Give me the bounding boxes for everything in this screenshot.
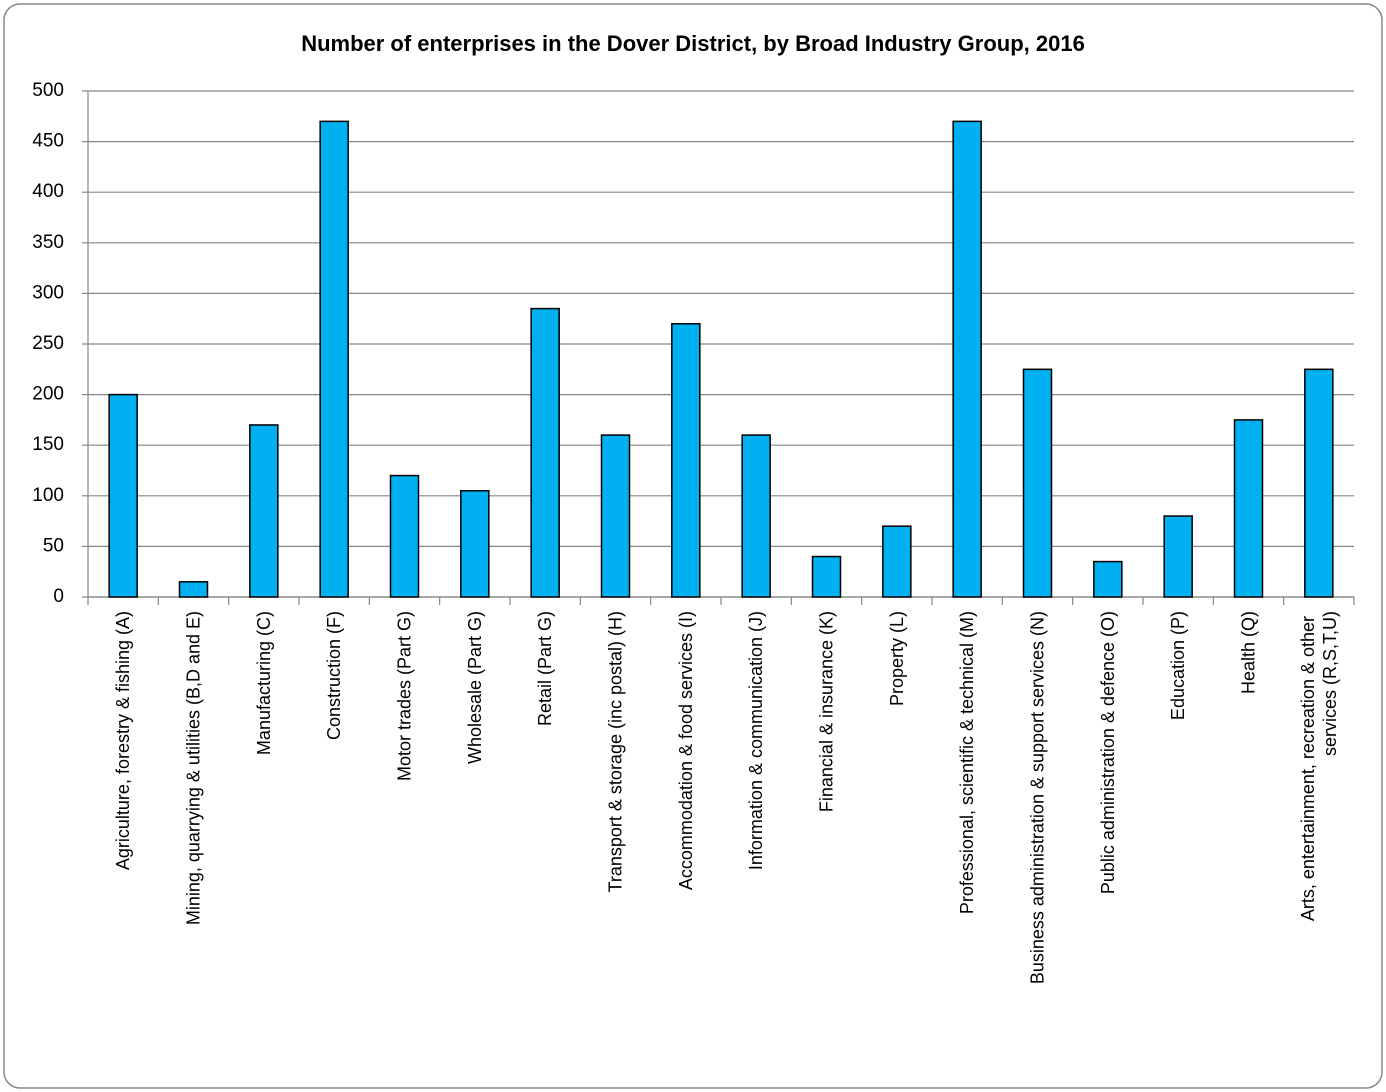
x-tick-label: Transport & storage (inc postal) (H) [606, 611, 626, 892]
x-tick-label: Agriculture, forestry & fishing (A) [113, 611, 133, 870]
bar [108, 393, 138, 598]
x-tick-label: Arts, entertainment, recreation & other … [1298, 611, 1340, 921]
y-tick-label: 500 [32, 80, 64, 101]
bar [249, 424, 279, 598]
x-tick-label: Business administration & support servic… [1028, 611, 1048, 984]
y-tick-label: 350 [32, 232, 64, 253]
x-tick-label: Financial & insurance (K) [817, 611, 837, 812]
x-tick-label-line: Property (L) [887, 611, 907, 706]
bar [1304, 368, 1334, 598]
y-tick-label: 450 [32, 131, 64, 152]
bar [882, 525, 912, 598]
y-tick-label: 50 [43, 535, 64, 556]
x-tick-label: Mining, quarrying & utilities (B,D and E… [184, 611, 204, 925]
x-tick-label-line: Health (Q) [1239, 611, 1259, 694]
x-tick-label-line: Financial & insurance (K) [817, 611, 837, 812]
bar [530, 307, 560, 598]
x-tick-label-line: Public administration & defence (O) [1098, 611, 1118, 894]
x-tick-label-line: Business administration & support servic… [1028, 611, 1048, 984]
x-tick-label: Information & communication (J) [746, 611, 766, 870]
y-tick-label: 100 [32, 485, 64, 506]
x-tick-label-line: Information & communication (J) [746, 611, 766, 870]
x-tick-label-line: Education (P) [1168, 611, 1188, 720]
x-tick-label: Professional, scientific & technical (M) [957, 611, 977, 914]
x-tick-label-line: Construction (F) [324, 611, 344, 740]
x-tick-label-line: Professional, scientific & technical (M) [957, 611, 977, 914]
bar [952, 120, 982, 598]
bar [1233, 419, 1264, 598]
chart-title: Number of enterprises in the Dover Distr… [301, 31, 1085, 56]
x-tick-label: Manufacturing (C) [254, 611, 274, 755]
y-tick-label: 400 [32, 181, 64, 202]
x-tick-label: Retail (Part G) [535, 611, 555, 726]
x-tick-label-line: Manufacturing (C) [254, 611, 274, 755]
bar [1022, 368, 1053, 598]
x-tick-label-line: Transport & storage (inc postal) (H) [606, 611, 626, 892]
y-tick-label: 300 [32, 282, 64, 303]
bar [600, 434, 631, 598]
y-tick-label: 200 [32, 384, 64, 405]
bar [1093, 560, 1123, 598]
x-tick-label-line: services (R,S,T,U) [1320, 611, 1340, 756]
x-tick-label-line: Mining, quarrying & utilities (B,D and E… [184, 611, 204, 925]
bar [741, 434, 771, 598]
y-tick-label: 0 [53, 586, 64, 607]
x-tick-label: Motor trades (Part G) [395, 611, 415, 781]
x-tick-label: Construction (F) [324, 611, 344, 740]
x-tick-label-line: Retail (Part G) [535, 611, 555, 726]
bar [671, 323, 701, 598]
y-tick-label: 250 [32, 333, 64, 354]
x-tick-label-line: Agriculture, forestry & fishing (A) [113, 611, 133, 870]
x-tick-label-line: Wholesale (Part G) [465, 611, 485, 764]
bar [389, 474, 420, 598]
x-tick-label-line: Arts, entertainment, recreation & other [1298, 611, 1318, 921]
x-tick-label-line: Motor trades (Part G) [395, 611, 415, 781]
bar [811, 555, 842, 598]
x-tick-label-line: Accommodation & food services (I) [676, 611, 696, 890]
bar [1163, 515, 1193, 598]
x-tick-label: Public administration & defence (O) [1098, 611, 1118, 894]
bar [460, 489, 490, 598]
x-tick-label: Wholesale (Part G) [465, 611, 485, 764]
x-tick-label: Property (L) [887, 611, 907, 706]
x-tick-label: Education (P) [1168, 611, 1188, 720]
x-tick-label: Health (Q) [1239, 611, 1259, 694]
y-tick-label: 150 [32, 434, 64, 455]
bar [178, 581, 209, 598]
x-tick-label: Accommodation & food services (I) [676, 611, 696, 890]
bar [319, 120, 349, 598]
